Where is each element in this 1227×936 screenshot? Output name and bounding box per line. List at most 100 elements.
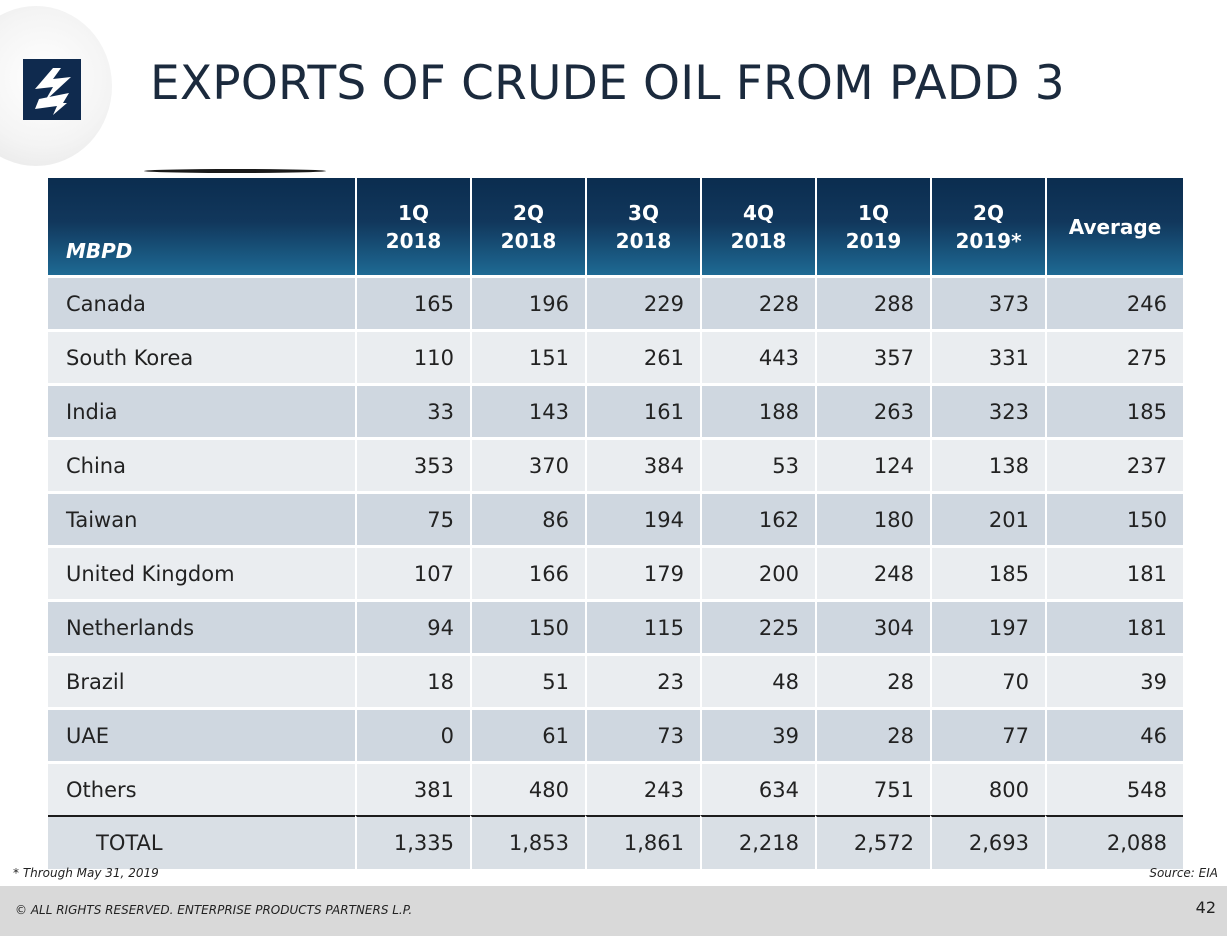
table-cell: 480	[470, 761, 585, 815]
table-cell: 2,218	[700, 815, 815, 869]
table-cell: 18	[355, 653, 470, 707]
table-cell: 288	[815, 275, 930, 329]
table-cell: 2,088	[1045, 815, 1183, 869]
footer-bar	[0, 886, 1227, 936]
table-cell: 143	[470, 383, 585, 437]
exports-table: MBPD 1Q 2018 2Q 2018 3Q 2018 4Q 2018 1Q 2019 …	[48, 178, 1183, 869]
country-name: Netherlands	[48, 599, 355, 653]
country-name: Canada	[48, 275, 355, 329]
table-cell: 200	[700, 545, 815, 599]
title-underline	[144, 169, 326, 173]
table-cell: 357	[815, 329, 930, 383]
table-cell: 2,572	[815, 815, 930, 869]
table-cell: 23	[585, 653, 700, 707]
table-row: India 33 143 161 188 263 323 185	[48, 383, 1183, 437]
country-name: UAE	[48, 707, 355, 761]
page-title: EXPORTS OF CRUDE OIL FROM PADD 3	[150, 56, 1065, 111]
country-name: Others	[48, 761, 355, 815]
table-cell: 39	[700, 707, 815, 761]
table-row: South Korea 110 151 261 443 357 331 275	[48, 329, 1183, 383]
table-row: Others 381 480 243 634 751 800 548	[48, 761, 1183, 815]
table-cell: 248	[815, 545, 930, 599]
table-cell: 275	[1045, 329, 1183, 383]
table-row: Taiwan 75 86 194 162 180 201 150	[48, 491, 1183, 545]
table-cell: 243	[585, 761, 700, 815]
page-number: 42	[1195, 898, 1216, 917]
table-cell: 373	[930, 275, 1045, 329]
table-cell: 381	[355, 761, 470, 815]
table-cell: 800	[930, 761, 1045, 815]
country-name: China	[48, 437, 355, 491]
table-cell: 124	[815, 437, 930, 491]
table-cell: 77	[930, 707, 1045, 761]
country-name: South Korea	[48, 329, 355, 383]
table-cell: 185	[930, 545, 1045, 599]
table-cell: 115	[585, 599, 700, 653]
table-cell: 28	[815, 707, 930, 761]
table-cell: 166	[470, 545, 585, 599]
column-header: 1Q 2019	[815, 178, 930, 275]
table-cell: 261	[585, 329, 700, 383]
column-header: 3Q 2018	[585, 178, 700, 275]
table-cell: 150	[470, 599, 585, 653]
table-cell: 331	[930, 329, 1045, 383]
column-header: 1Q 2018	[355, 178, 470, 275]
table-header-row: MBPD 1Q 2018 2Q 2018 3Q 2018 4Q 2018 1Q 2019 …	[48, 178, 1183, 275]
table-cell: 751	[815, 761, 930, 815]
table-cell: 107	[355, 545, 470, 599]
table-cell: 196	[470, 275, 585, 329]
unit-label: MBPD	[48, 178, 355, 275]
table-row: Brazil 18 51 23 48 28 70 39	[48, 653, 1183, 707]
table-cell: 180	[815, 491, 930, 545]
table-cell: 61	[470, 707, 585, 761]
table-cell: 384	[585, 437, 700, 491]
table-cell: 1,335	[355, 815, 470, 869]
table-cell: 263	[815, 383, 930, 437]
copyright: © ALL RIGHTS RESERVED. ENTERPRISE PRODUC…	[15, 903, 413, 917]
table-cell: 110	[355, 329, 470, 383]
table-cell: 181	[1045, 599, 1183, 653]
table-cell: 28	[815, 653, 930, 707]
table-cell: 51	[470, 653, 585, 707]
table-cell: 370	[470, 437, 585, 491]
table-cell: 185	[1045, 383, 1183, 437]
table-cell: 188	[700, 383, 815, 437]
footnote: * Through May 31, 2019	[13, 866, 159, 880]
source-note: Source: EIA	[1149, 866, 1218, 880]
table-cell: 150	[1045, 491, 1183, 545]
column-header-average: Average	[1045, 178, 1183, 275]
table-row: China 353 370 384 53 124 138 237	[48, 437, 1183, 491]
table-cell: 246	[1045, 275, 1183, 329]
table-cell: 165	[355, 275, 470, 329]
table-cell: 323	[930, 383, 1045, 437]
table-body: Canada 165 196 229 228 288 373 246 South Korea 11…	[48, 275, 1183, 869]
column-header: 4Q 2018	[700, 178, 815, 275]
table-cell: 2,693	[930, 815, 1045, 869]
table-cell: 634	[700, 761, 815, 815]
table-cell: 194	[585, 491, 700, 545]
column-header: 2Q 2019*	[930, 178, 1045, 275]
table-cell: 1,861	[585, 815, 700, 869]
table-cell: 304	[815, 599, 930, 653]
enterprise-logo-icon	[23, 59, 81, 120]
table-cell: 138	[930, 437, 1045, 491]
table-cell: 179	[585, 545, 700, 599]
table-row: UAE 0 61 73 39 28 77 46	[48, 707, 1183, 761]
table-cell: 0	[355, 707, 470, 761]
table-cell: 48	[700, 653, 815, 707]
table-row: Netherlands 94 150 115 225 304 197 181	[48, 599, 1183, 653]
table-cell: 94	[355, 599, 470, 653]
table-cell: 197	[930, 599, 1045, 653]
table-cell: 70	[930, 653, 1045, 707]
total-label: TOTAL	[48, 815, 355, 869]
table-cell: 86	[470, 491, 585, 545]
table-cell: 353	[355, 437, 470, 491]
table-row: Canada 165 196 229 228 288 373 246	[48, 275, 1183, 329]
table-cell: 1,853	[470, 815, 585, 869]
table-cell: 151	[470, 329, 585, 383]
table-cell: 548	[1045, 761, 1183, 815]
table-cell: 225	[700, 599, 815, 653]
table-cell: 228	[700, 275, 815, 329]
table-row: United Kingdom 107 166 179 200 248 185 181	[48, 545, 1183, 599]
country-name: Taiwan	[48, 491, 355, 545]
